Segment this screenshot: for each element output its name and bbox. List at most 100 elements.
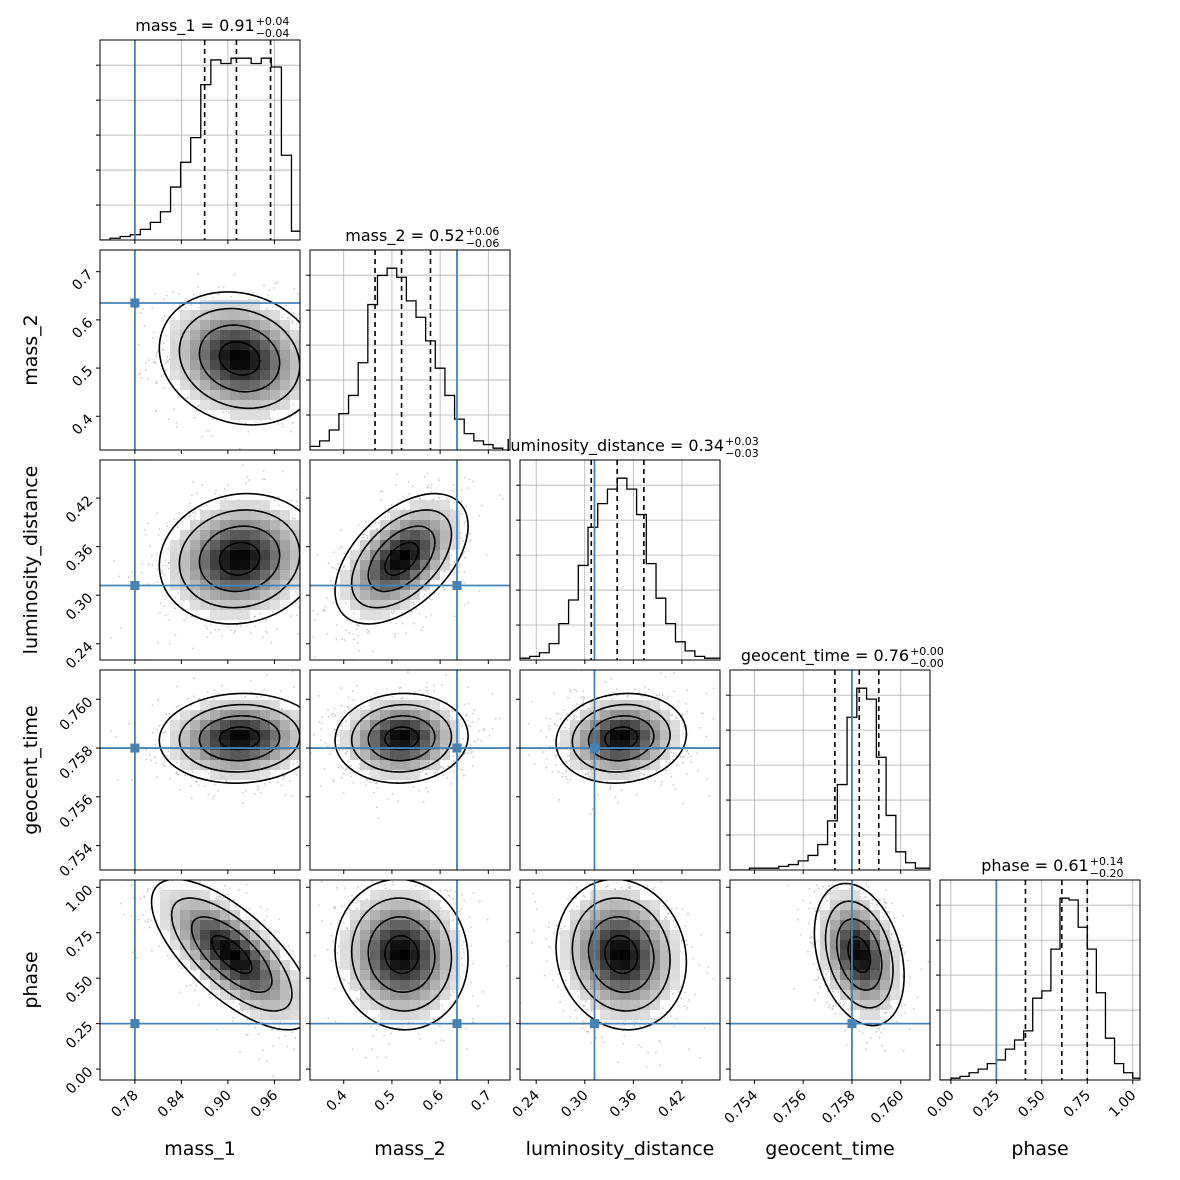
density-cell [220, 370, 230, 380]
density-cell [280, 760, 290, 770]
sample-point [334, 376, 336, 378]
sample-point [131, 779, 133, 782]
axes-frame [99, 879, 301, 1081]
sample-point [163, 314, 166, 317]
axes-frame [99, 39, 301, 241]
density-cell [180, 760, 190, 770]
sample-point [212, 797, 215, 800]
sample-point [178, 293, 181, 295]
density-cell [210, 310, 220, 320]
histogram-bars [730, 687, 930, 870]
sample-point [312, 591, 314, 593]
density-cell [280, 740, 290, 750]
sample-point [139, 862, 141, 864]
density-cell [290, 370, 300, 380]
sample-point [333, 722, 335, 724]
sample-point [234, 906, 236, 908]
density-cell [290, 1010, 300, 1020]
sample-point [178, 512, 180, 515]
sample-point [307, 538, 309, 540]
density-cell [190, 380, 200, 390]
sample-point [322, 645, 324, 647]
sample-point [184, 865, 186, 867]
sample-point [326, 632, 328, 635]
density-cell [210, 770, 220, 780]
contour-line [210, 934, 253, 975]
density-cell [180, 550, 190, 560]
density-cell [180, 930, 190, 940]
sample-point [284, 1035, 287, 1038]
density-cell [250, 400, 260, 410]
contour-line [218, 541, 261, 576]
sample-point [402, 622, 404, 625]
sample-point [239, 1051, 241, 1053]
sample-point [345, 602, 347, 604]
density-cell [190, 310, 200, 320]
contour-line [150, 880, 300, 1031]
density-cell [260, 330, 270, 340]
sample-point [316, 613, 319, 616]
sample-point [177, 705, 180, 707]
sample-point [311, 544, 313, 546]
sample-point [149, 545, 152, 548]
sample-point [464, 520, 467, 523]
density-cell [180, 890, 190, 900]
sample-point [304, 724, 306, 726]
density-cell [220, 900, 230, 910]
sample-point [112, 842, 114, 844]
sample-point [339, 546, 341, 549]
sample-point [221, 872, 223, 874]
density-cell [180, 950, 190, 960]
density-cell [260, 710, 270, 720]
density-cell [220, 600, 230, 610]
density-cell [240, 350, 250, 360]
title-upper-error: +0.06 [466, 225, 500, 238]
sample-point [225, 410, 228, 413]
density-cell [270, 510, 280, 520]
sample-point [286, 317, 289, 319]
density-cell [280, 970, 290, 980]
density-cell [180, 380, 190, 390]
sample-point [110, 830, 112, 832]
density-cell [250, 710, 260, 720]
contour-line [158, 291, 300, 426]
density-cell [290, 540, 300, 550]
sample-point [174, 607, 177, 610]
sample-point [343, 753, 345, 755]
density-cell [280, 390, 290, 400]
density-cell [170, 890, 180, 900]
sample-point [317, 750, 319, 752]
sample-point [357, 624, 359, 626]
sample-point [303, 327, 305, 329]
sample-point [341, 638, 344, 640]
sample-point [277, 423, 280, 425]
density-cell [200, 330, 210, 340]
sample-point [197, 875, 199, 877]
sample-point [185, 875, 187, 877]
density-cell [190, 710, 200, 720]
density-cell [220, 560, 230, 570]
sample-point [160, 375, 163, 377]
density-cell [210, 930, 220, 940]
sample-point [245, 917, 248, 919]
density-cell [210, 570, 220, 580]
density-cell [260, 380, 270, 390]
sample-point [267, 294, 269, 297]
sample-point [323, 608, 326, 611]
density-cell [180, 310, 190, 320]
density-cell [270, 520, 280, 530]
density-cell [270, 990, 280, 1000]
density-cell [170, 730, 180, 740]
sample-point [177, 488, 179, 490]
sample-point [194, 989, 196, 991]
sample-point [156, 512, 159, 515]
sample-point [195, 984, 198, 987]
density-cell [250, 330, 260, 340]
sample-point [316, 303, 318, 305]
density-cell [280, 530, 290, 540]
sample-point [245, 422, 248, 424]
density-cell [260, 400, 270, 410]
sample-point [158, 945, 161, 947]
sample-point [468, 478, 471, 481]
sample-point [228, 411, 230, 414]
